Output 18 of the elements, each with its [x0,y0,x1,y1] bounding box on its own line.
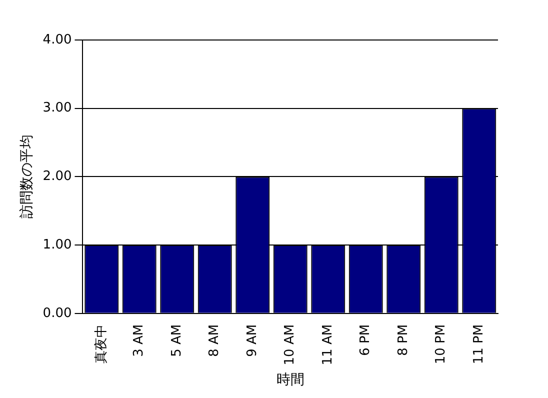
y-tick-label: 0.00 [42,306,72,321]
y-tick-label: 1.00 [42,237,72,252]
x-tick-label: 10 PM [434,324,449,364]
x-tick-label: 11 AM [320,324,336,366]
x-tick-label: 6 PM [358,324,374,356]
x-tick-label: 真夜中 [92,324,109,364]
y-axis-title: 訪問数の平均 [19,134,36,219]
y-tick-label: 3.00 [42,100,72,116]
y-tick-label: 2.00 [42,169,72,184]
x-axis-title: 時間 [276,372,304,388]
x-tick-label: 9 AM [244,324,260,357]
x-tick-label: 8 PM [396,324,411,356]
x-tick-label: 8 AM [207,324,222,357]
y-tick-label: 4.00 [42,32,72,48]
x-tick-label: 11 PM [472,324,486,364]
x-tick-label: 5 AM [169,324,184,357]
x-tick-label: 10 AM [282,324,298,366]
x-tick-label: 3 AM [132,324,147,357]
